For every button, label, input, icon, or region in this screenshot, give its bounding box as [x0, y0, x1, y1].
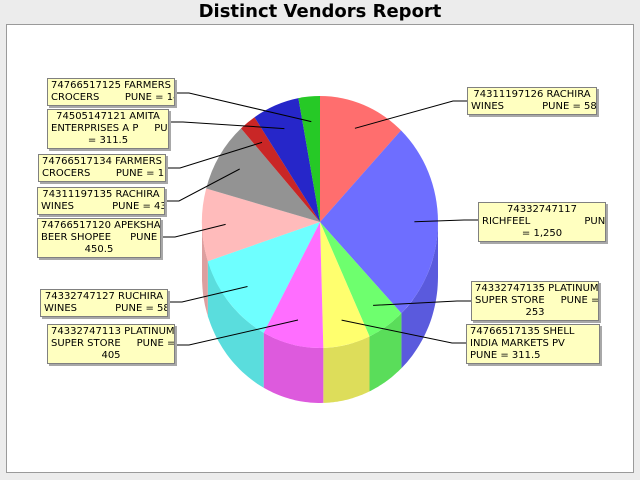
slice-farmers-111: [241, 117, 320, 222]
chart-title: Distinct Vendors Report: [198, 1, 442, 22]
side-platinum-405: [263, 332, 324, 403]
label-platinum-405: 74332747113 PLATINUM SUPER STORE PUNE = …: [47, 324, 175, 364]
leader-farmers-142: [175, 92, 312, 123]
plot-area: 74311197126 RACHIRA WINES PUNE = 583 743…: [6, 24, 634, 473]
leader-shell: [341, 319, 466, 344]
side-shell: [323, 336, 370, 403]
slice-platinum-253: [320, 222, 402, 337]
pie-chart: [161, 92, 478, 403]
label-shell: 74766517135 SHELL INDIA MARKETS PV PUNE …: [466, 324, 600, 364]
side-platinum-253: [369, 313, 402, 392]
leader-rachira-438: [165, 168, 240, 202]
slice-rachira-583-right: [320, 96, 401, 222]
slice-ruchira: [207, 222, 320, 333]
leader-apeksha: [161, 223, 226, 238]
side-richfeel: [401, 222, 438, 369]
label-farmers-111: 74766517134 FARMERS & CROCERS PUNE = 111: [38, 154, 166, 182]
side-apeksha: [202, 222, 208, 317]
label-rachira-438: 74311197135 RACHIRA WINES PUNE = 438: [37, 187, 165, 215]
label-platinum-253: 74332747135 PLATINUM SUPER STORE PUNE = …: [471, 281, 599, 321]
slice-rachira-438: [206, 128, 320, 222]
slice-apeksha: [201, 188, 320, 262]
label-amita: 74505147121 AMITA ENTERPRISES A P PUNE =…: [47, 109, 169, 149]
slice-richfeel: [320, 130, 438, 314]
label-rachira-583-right: 74311197126 RACHIRA WINES PUNE = 583: [467, 87, 597, 115]
leader-farmers-111: [166, 141, 263, 169]
slice-amita: [254, 98, 320, 222]
leader-ruchira: [168, 286, 248, 303]
leader-amita: [169, 121, 285, 130]
label-ruchira: 74332747127 RUCHIRA WINES PUNE = 583: [40, 289, 168, 317]
leader-rachira-583-right: [354, 100, 467, 129]
slice-shell: [320, 222, 370, 348]
leader-platinum-253: [373, 300, 471, 306]
label-farmers-142: 74766517125 FARMERS & CROCERS PUNE = 142: [47, 78, 175, 106]
label-apeksha: 74766517120 APEKSHA BEER SHOPEE PUNE = 4…: [37, 218, 161, 258]
slice-farmers-142: [298, 95, 320, 222]
leader-platinum-405: [175, 319, 299, 346]
slice-platinum-405: [263, 222, 324, 348]
leader-richfeel: [414, 219, 478, 223]
label-richfeel: 74332747117 RICHFEEL PUNE = 1,250: [478, 202, 606, 242]
